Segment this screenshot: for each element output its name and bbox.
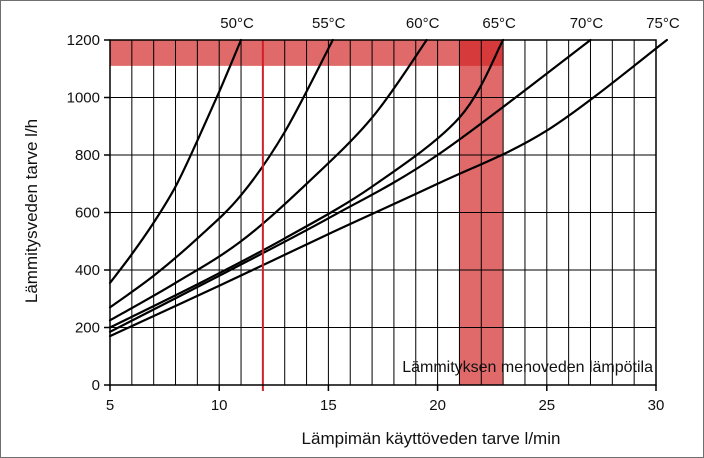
x-tick-label: 15 <box>320 397 337 414</box>
y-tick-label: 800 <box>75 147 100 164</box>
x-tick-label: 5 <box>106 397 114 414</box>
tick-labels: 5 10 15 20 25 30 0 200 400 600 800 1000 1200 <box>67 32 665 414</box>
series-label: 70°C <box>570 15 604 32</box>
series-label: 65°C <box>482 15 516 32</box>
series-label: 50°C <box>220 15 254 32</box>
series-label: 60°C <box>406 15 440 32</box>
grid <box>109 39 657 386</box>
y-tick-label: 1200 <box>67 32 100 49</box>
y-tick-label: 0 <box>92 377 100 394</box>
curve-55c <box>108 38 334 309</box>
y-tick-label: 200 <box>75 320 100 337</box>
series-label: 55°C <box>312 15 346 32</box>
curve-60c <box>108 38 428 322</box>
curve-70c <box>108 38 592 333</box>
series-label: 75°C <box>646 15 680 32</box>
temperature-curves <box>108 38 668 338</box>
y-tick-label: 600 <box>75 205 100 222</box>
series-labels: 50°C 55°C 60°C 65°C 70°C 75°C <box>220 15 680 32</box>
curve-65c <box>108 38 505 329</box>
y-axis-label: Lämmitysveden tarve l/h <box>22 119 41 303</box>
x-axis-label: Lämpimän käyttöveden tarve l/min <box>302 429 561 448</box>
x-tick-label: 20 <box>429 397 446 414</box>
axes <box>104 39 657 391</box>
curve-75c <box>108 38 668 338</box>
x-tick-label: 30 <box>648 397 665 414</box>
x-tick-label: 10 <box>211 397 228 414</box>
x-tick-label: 25 <box>538 397 555 414</box>
y-tick-label: 1000 <box>67 90 100 107</box>
curve-family-annotation: Lämmityksen menoveden lämpötila <box>402 359 653 376</box>
curve-50c <box>108 38 243 284</box>
y-tick-label: 400 <box>75 262 100 279</box>
